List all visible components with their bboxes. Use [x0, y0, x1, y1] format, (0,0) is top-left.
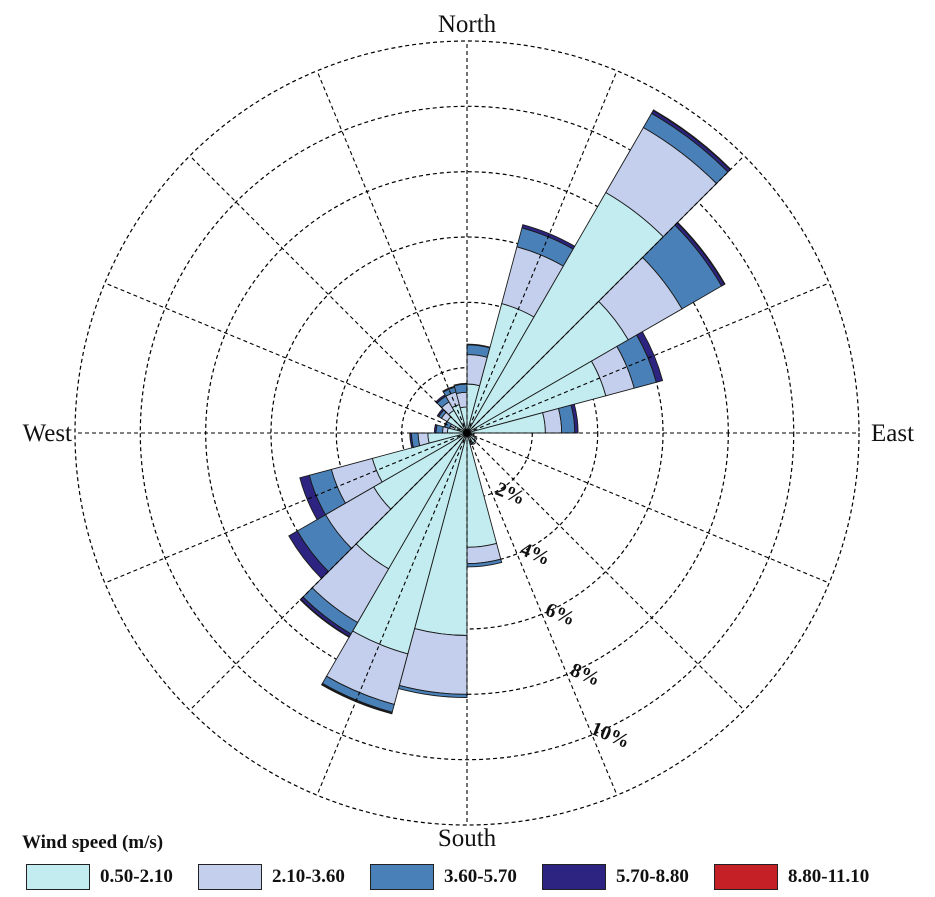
ring-label-2: 6% [542, 599, 578, 631]
petal-21-bin-4 [676, 221, 726, 286]
legend-swatch-4 [714, 864, 778, 890]
petal-10-bin-3 [299, 474, 327, 521]
legend-item-3: 5.70-8.80 [542, 863, 689, 891]
legend: Wind speed (m/s) 0.50-2.10 2.10-3.60 3.6… [22, 828, 922, 892]
east-label: East [871, 420, 914, 447]
south-label: South [438, 825, 497, 852]
petal-23-bin-3 [570, 403, 579, 434]
petal-9-bin-3 [288, 530, 330, 580]
spoke-5 [466, 432, 830, 584]
legend-label-0: 0.50-2.10 [100, 866, 173, 887]
petal-8-bin-4 [299, 598, 350, 638]
spoke-3 [466, 282, 830, 434]
legend-swatch-2 [370, 864, 434, 890]
legend-item-4: 8.80-11.10 [714, 863, 869, 891]
spoke-2 [466, 155, 745, 434]
spoke-14 [189, 155, 468, 434]
legend-swatch-3 [542, 864, 606, 890]
petal-3-bin-1 [472, 440, 477, 445]
legend-label-1: 2.10-3.60 [272, 866, 345, 887]
ring-label-0: 2% [492, 478, 528, 510]
direction-spokes [75, 41, 859, 825]
ring-label-3: 8% [567, 659, 603, 691]
legend-title: Wind speed (m/s) [22, 832, 164, 853]
spoke-13 [104, 282, 468, 434]
legend-item-1: 2.10-3.60 [198, 863, 345, 891]
spoke-7 [466, 432, 618, 796]
petal-12-bin-3 [433, 423, 438, 434]
legend-item-0: 0.50-2.10 [26, 863, 173, 891]
legend-swatch-1 [198, 864, 262, 890]
legend-label-3: 5.70-8.80 [616, 866, 689, 887]
spoke-11 [104, 432, 468, 584]
petal-5-bin-0 [466, 432, 498, 548]
petal-7-bin-4 [320, 683, 393, 715]
wind-petals [288, 109, 732, 715]
legend-label-4: 8.80-11.10 [788, 866, 870, 887]
spoke-10 [189, 432, 468, 711]
ring-label-1: 4% [517, 538, 553, 570]
west-label: West [23, 420, 72, 447]
legend-item-2: 3.60-5.70 [370, 863, 517, 891]
spoke-1 [466, 70, 618, 434]
grid-ring-10 [139, 105, 795, 761]
legend-swatch-0 [26, 864, 90, 890]
ring-labels: 2% 4% 6% 8% 10% [492, 478, 633, 753]
spoke-6 [466, 432, 745, 711]
ring-label-4: 10% [588, 718, 633, 753]
north-label: North [438, 11, 497, 38]
spoke-15 [316, 70, 468, 434]
spoke-9 [316, 432, 468, 796]
grid-ring-12 [74, 40, 860, 826]
petal-23-bin-1 [542, 407, 563, 434]
legend-label-2: 3.60-5.70 [444, 866, 517, 887]
